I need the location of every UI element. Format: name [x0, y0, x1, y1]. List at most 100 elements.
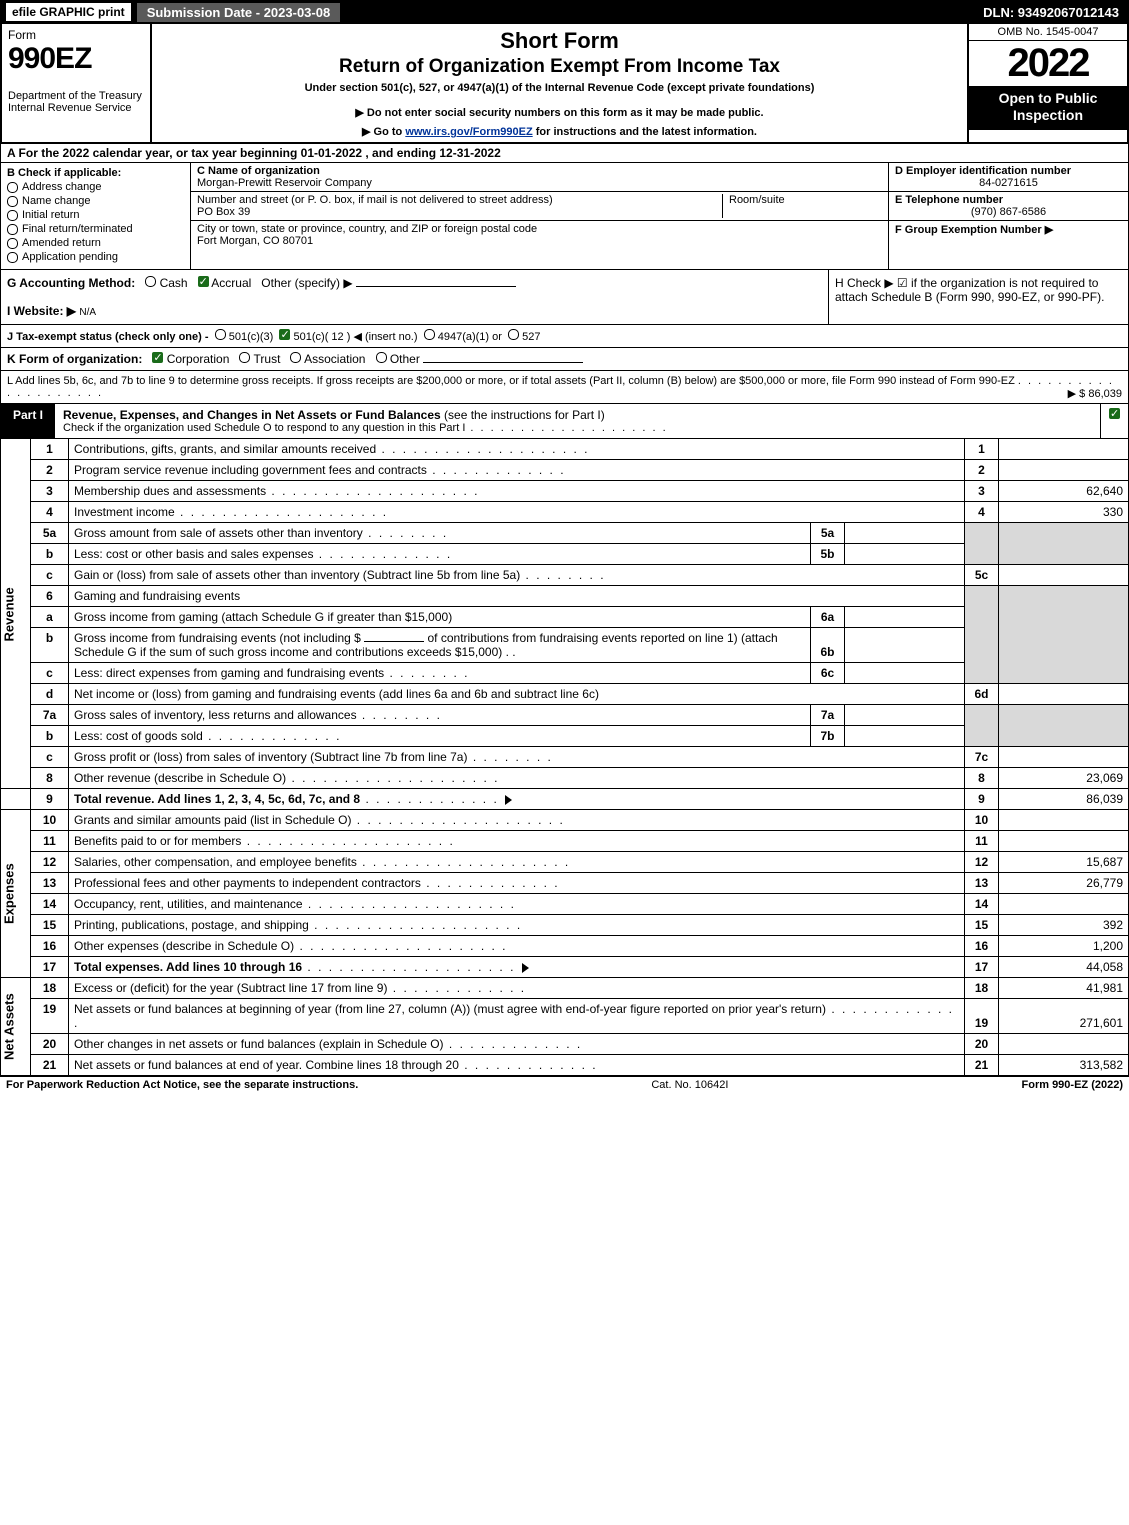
irs-link[interactable]: www.irs.gov/Form990EZ: [405, 126, 532, 138]
h-schedule-b: H Check ▶ ☑ if the organization is not r…: [828, 270, 1128, 324]
line-a-calendar-year: A For the 2022 calendar year, or tax yea…: [0, 144, 1129, 163]
ln-3-rnum: 3: [965, 481, 999, 502]
lbl-amended-return: Amended return: [22, 237, 101, 249]
chk-4947[interactable]: [424, 329, 435, 340]
ln-13-desc: Professional fees and other payments to …: [74, 876, 421, 890]
chk-accrual[interactable]: [198, 276, 209, 287]
ln-16-rnum: 16: [965, 936, 999, 957]
ln-6c-num: c: [31, 663, 69, 684]
ln-6b-desc1: Gross income from fundraising events (no…: [74, 631, 361, 645]
ln-2-num: 2: [31, 460, 69, 481]
ln-17-num: 17: [31, 957, 69, 978]
ln-14-desc: Occupancy, rent, utilities, and maintena…: [74, 897, 303, 911]
other-method-line: [356, 286, 516, 287]
form-header: Form 990EZ Department of the Treasury In…: [0, 24, 1129, 144]
ln-6b-blank: [364, 641, 424, 642]
lbl-other-method: Other (specify) ▶: [261, 276, 352, 290]
row-gh: G Accounting Method: Cash Accrual Other …: [0, 270, 1129, 325]
chk-501c[interactable]: [279, 329, 290, 340]
part-1-title: Revenue, Expenses, and Changes in Net As…: [63, 408, 441, 422]
ln-6a-mlab: 6a: [811, 607, 845, 628]
ln-11-amt: [999, 831, 1129, 852]
b-label: B Check if applicable:: [7, 167, 184, 179]
lbl-527: 527: [522, 331, 540, 343]
ln-5b-mlab: 5b: [811, 544, 845, 565]
footer-right: Form 990-EZ (2022): [1022, 1079, 1124, 1091]
ln-18-desc: Excess or (deficit) for the year (Subtra…: [74, 981, 387, 995]
grey-5ab: [965, 523, 999, 565]
chk-amended-return[interactable]: [7, 238, 18, 249]
arrow-icon: [505, 795, 512, 805]
ln-14-amt: [999, 894, 1129, 915]
ln-20-amt: [999, 1034, 1129, 1055]
ln-10-num: 10: [31, 810, 69, 831]
chk-schedule-o[interactable]: [1109, 408, 1120, 419]
ln-12-rnum: 12: [965, 852, 999, 873]
ein-value: 84-0271615: [895, 177, 1122, 189]
ln-2-rnum: 2: [965, 460, 999, 481]
ln-1-rnum: 1: [965, 439, 999, 460]
lbl-accrual: Accrual: [211, 276, 251, 290]
ln-3-num: 3: [31, 481, 69, 502]
ln-2-desc: Program service revenue including govern…: [74, 463, 427, 477]
ln-6a-mval: [845, 607, 965, 628]
title-short-form: Short Form: [158, 28, 961, 54]
ln-17-amt: 44,058: [999, 957, 1129, 978]
lbl-other-org: Other: [390, 352, 420, 366]
room-suite-label: Room/suite: [722, 194, 882, 218]
lbl-corporation: Corporation: [167, 352, 230, 366]
chk-other-org[interactable]: [376, 352, 387, 363]
ln-16-num: 16: [31, 936, 69, 957]
ln-6d-num: d: [31, 684, 69, 705]
ln-21-rnum: 21: [965, 1055, 999, 1076]
chk-address-change[interactable]: [7, 182, 18, 193]
ln-20-desc: Other changes in net assets or fund bala…: [74, 1037, 444, 1051]
ln-6c-desc: Less: direct expenses from gaming and fu…: [74, 666, 384, 680]
ln-3-amt: 62,640: [999, 481, 1129, 502]
row-j: J Tax-exempt status (check only one) - 5…: [0, 325, 1129, 348]
ln-8-amt: 23,069: [999, 768, 1129, 789]
lbl-501c: 501(c)( 12 ) ◀ (insert no.): [294, 331, 418, 343]
ln-5a-mval: [845, 523, 965, 544]
dln-label: DLN: 93492067012143: [983, 5, 1129, 20]
chk-501c3[interactable]: [215, 329, 226, 340]
chk-corporation[interactable]: [152, 352, 163, 363]
goto-post: for instructions and the latest informat…: [533, 126, 757, 138]
lbl-initial-return: Initial return: [22, 209, 79, 221]
ln-6b-mlab: 6b: [811, 628, 845, 663]
lbl-application-pending: Application pending: [22, 251, 118, 263]
city-value: Fort Morgan, CO 80701: [197, 235, 882, 247]
ln-8-num: 8: [31, 768, 69, 789]
k-label: K Form of organization:: [7, 352, 142, 366]
part-1-dots: [465, 422, 667, 434]
ln-5a-desc: Gross amount from sale of assets other t…: [74, 526, 363, 540]
ln-19-num: 19: [31, 999, 69, 1034]
chk-initial-return[interactable]: [7, 210, 18, 221]
ln-5c-rnum: 5c: [965, 565, 999, 586]
ln-19-amt: 271,601: [999, 999, 1129, 1034]
chk-application-pending[interactable]: [7, 252, 18, 263]
chk-association[interactable]: [290, 352, 301, 363]
chk-name-change[interactable]: [7, 196, 18, 207]
lbl-501c3: 501(c)(3): [229, 331, 274, 343]
rev-blank: [1, 789, 31, 810]
chk-527[interactable]: [508, 329, 519, 340]
ln-9-amt: 86,039: [999, 789, 1129, 810]
chk-final-return[interactable]: [7, 224, 18, 235]
lbl-4947: 4947(a)(1) or: [438, 331, 502, 343]
ln-5c-num: c: [31, 565, 69, 586]
ln-18-amt: 41,981: [999, 978, 1129, 999]
d-ein-label: D Employer identification number: [895, 165, 1122, 177]
j-label: J Tax-exempt status (check only one) -: [7, 331, 209, 343]
ln-6a-desc: Gross income from gaming (attach Schedul…: [69, 607, 811, 628]
advisory-goto: ▶ Go to www.irs.gov/Form990EZ for instru…: [158, 125, 961, 138]
ln-5a-mlab: 5a: [811, 523, 845, 544]
chk-cash[interactable]: [145, 276, 156, 287]
irs-label: Internal Revenue Service: [8, 102, 144, 114]
chk-trust[interactable]: [239, 352, 250, 363]
footer-left: For Paperwork Reduction Act Notice, see …: [6, 1079, 358, 1091]
ln-5b-desc: Less: cost or other basis and sales expe…: [74, 547, 313, 561]
part-1-table: Revenue 1 Contributions, gifts, grants, …: [0, 439, 1129, 1076]
ln-7c-rnum: 7c: [965, 747, 999, 768]
ln-6-desc: Gaming and fundraising events: [69, 586, 965, 607]
